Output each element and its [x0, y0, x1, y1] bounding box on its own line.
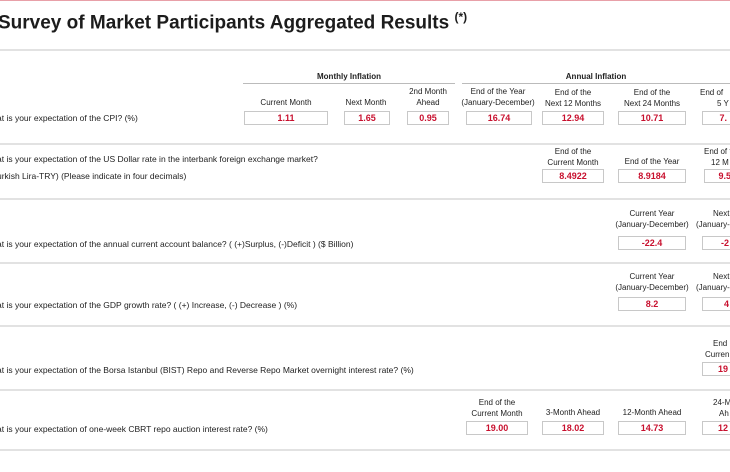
usd-question-line-1: at is your expectation of the US Dollar …: [0, 154, 318, 164]
usd-question-line-2: urkish Lira-TRY) (Please indicate in fou…: [0, 171, 187, 181]
usd-col-label: Current Month: [547, 158, 599, 167]
cpi-col-label: End of the: [633, 88, 671, 97]
cpi-col-label: End of: [700, 88, 724, 97]
cpi-col-label: End of the Year: [470, 87, 526, 96]
account-next-year-value[interactable]: -2: [702, 236, 730, 250]
section-divider: [0, 389, 730, 391]
page-title: Survey of Market Participants Aggregated…: [0, 10, 468, 34]
account-col-label: (January-: [696, 220, 730, 229]
cpi-question: at is your expectation of the CPI? (%): [0, 113, 138, 123]
account-col-label: Next: [713, 209, 730, 218]
cpi-col-label: Next 12 Months: [544, 99, 602, 108]
cpi-2nd-month-ahead-value[interactable]: 0.95: [407, 111, 449, 125]
top-border: [0, 0, 730, 1]
section-divider: [0, 49, 730, 51]
repo-24-month-ahead-value[interactable]: 12: [702, 421, 730, 435]
annual-inflation-underline: [462, 83, 730, 84]
cpi-col-label: Next Month: [345, 98, 387, 107]
repo-col-label: Current Month: [471, 409, 523, 418]
repo-question: at is your expectation of one-week CBRT …: [0, 424, 268, 434]
gdp-question: at is your expectation of the GDP growth…: [0, 300, 298, 310]
cpi-next-24-months-value[interactable]: 10.71: [618, 111, 686, 125]
usd-end-of-year-value[interactable]: 8.9184: [618, 169, 686, 183]
repo-current-month-value[interactable]: 19.00: [466, 421, 528, 435]
cpi-col-label: Ahead: [416, 98, 440, 107]
cpi-col-label: 5 Y: [717, 99, 729, 108]
account-current-year-value[interactable]: -22.4: [618, 236, 686, 250]
cpi-5-year-value[interactable]: 7.: [702, 111, 730, 125]
section-divider: [0, 325, 730, 327]
monthly-inflation-underline: [243, 83, 455, 84]
section-divider: [0, 198, 730, 200]
cpi-next-month-value[interactable]: 1.65: [344, 111, 390, 125]
cpi-next-12-months-value[interactable]: 12.94: [542, 111, 604, 125]
usd-col-label: 12 M: [711, 158, 729, 167]
section-divider: [0, 449, 730, 451]
repo-col-label: 12-Month Ahead: [622, 408, 682, 417]
gdp-next-year-value[interactable]: 4: [702, 297, 730, 311]
repo-col-label: 24-M: [713, 398, 730, 407]
usd-current-month-value[interactable]: 8.4922: [542, 169, 604, 183]
cpi-col-label: (January-December): [461, 98, 535, 107]
section-divider: [0, 262, 730, 264]
gdp-col-label: Next: [713, 272, 730, 281]
cpi-current-month-value[interactable]: 1.11: [244, 111, 328, 125]
bist-col-label: End: [713, 339, 728, 348]
usd-col-label: End of t: [704, 147, 730, 156]
repo-12-month-ahead-value[interactable]: 14.73: [618, 421, 686, 435]
repo-col-label: 3-Month Ahead: [545, 408, 601, 417]
cpi-col-label: Current Month: [260, 98, 312, 107]
annual-inflation-header: Annual Inflation: [565, 72, 627, 81]
bist-question: at is your expectation of the Borsa Ista…: [0, 365, 414, 375]
usd-col-label: End of the Year: [624, 157, 680, 166]
gdp-col-label: (January-: [696, 283, 730, 292]
repo-3-month-ahead-value[interactable]: 18.02: [542, 421, 604, 435]
cpi-end-of-year-value[interactable]: 16.74: [466, 111, 532, 125]
cpi-col-label: End of the: [554, 88, 592, 97]
gdp-col-label: (January-December): [615, 283, 689, 292]
account-question: at is your expectation of the annual cur…: [0, 239, 354, 249]
bist-end-of-month-value[interactable]: 19: [702, 362, 730, 376]
repo-col-label: End of the: [478, 398, 516, 407]
bist-col-label: Curren: [705, 350, 730, 359]
usd-12-month-value[interactable]: 9.5: [704, 169, 730, 183]
usd-col-label: End of the: [554, 147, 592, 156]
account-col-label: Current Year: [629, 209, 675, 218]
title-footnote-mark: (*): [454, 10, 468, 24]
cpi-col-label: Next 24 Months: [623, 99, 681, 108]
gdp-col-label: Current Year: [629, 272, 675, 281]
monthly-inflation-header: Monthly Inflation: [317, 72, 381, 81]
section-divider: [0, 143, 730, 145]
cpi-col-label: 2nd Month: [409, 87, 447, 96]
account-col-label: (January-December): [615, 220, 689, 229]
repo-col-label: Ah: [719, 409, 729, 418]
gdp-current-year-value[interactable]: 8.2: [618, 297, 686, 311]
